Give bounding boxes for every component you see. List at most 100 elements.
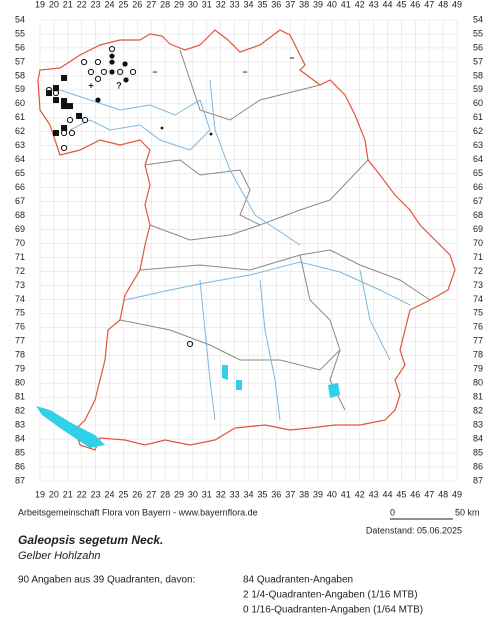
row-label: 57 [15, 56, 25, 66]
column-label: 49 [452, 0, 462, 9]
column-label: 33 [230, 0, 240, 9]
open-circle [60, 144, 68, 152]
column-label: 34 [243, 489, 253, 499]
row-label: 54 [473, 14, 483, 24]
row-label: 61 [15, 112, 25, 122]
column-label: 33 [230, 489, 240, 499]
row-label: 63 [15, 140, 25, 150]
rivers [59, 79, 411, 421]
column-label: 47 [424, 0, 434, 9]
column-label: 31 [202, 489, 212, 499]
species: Galeopsis segetum Neck. [18, 533, 163, 547]
column-label: 42 [355, 0, 365, 9]
district-border [144, 159, 369, 226]
column-label: 39 [313, 489, 323, 499]
filled-circle [123, 77, 129, 83]
river [259, 279, 281, 421]
row-label: 74 [473, 294, 483, 304]
column-label: 19 [35, 0, 45, 9]
column-label: 24 [104, 0, 114, 9]
grid [39, 19, 458, 482]
open-circle [94, 75, 102, 83]
column-label: 46 [410, 489, 420, 499]
column-label: 41 [341, 0, 351, 9]
row-label: 84 [473, 433, 483, 443]
lake [328, 383, 340, 398]
row-label: 75 [473, 308, 483, 318]
row-label: 59 [473, 84, 483, 94]
column-label: 25 [118, 489, 128, 499]
column-label: 29 [174, 0, 184, 9]
column-label: 21 [63, 0, 73, 9]
detail: 2 1/4-Quadranten-Angaben (1/16 MTB) [243, 590, 418, 601]
column-label: 23 [91, 0, 101, 9]
row-label: 58 [15, 70, 25, 80]
row-label: 68 [15, 210, 25, 220]
district-border [179, 49, 321, 121]
filled-square [61, 124, 68, 131]
filled-square [61, 103, 68, 110]
record-symbol: – [289, 52, 294, 62]
row-label: 69 [15, 224, 25, 234]
row-label: 80 [473, 378, 483, 388]
column-label: 43 [369, 489, 379, 499]
row-label: 80 [15, 378, 25, 388]
column-label: 38 [299, 0, 309, 9]
small-dot [209, 132, 213, 136]
row-label: 63 [473, 140, 483, 150]
row-label: 64 [15, 154, 25, 164]
lake [236, 380, 242, 390]
filled-square [52, 85, 59, 92]
river [209, 79, 301, 246]
column-label: 30 [188, 489, 198, 499]
row-label: 55 [15, 28, 25, 38]
column-label: 35 [257, 489, 267, 499]
common-name: Gelber Hohlzahn [18, 550, 101, 562]
row-label: 73 [15, 280, 25, 290]
lakes [36, 365, 340, 448]
open-circle [68, 129, 76, 137]
row-label: 56 [473, 42, 483, 52]
small-dot [160, 126, 164, 130]
row-label: 76 [473, 322, 483, 332]
column-label: 39 [313, 0, 323, 9]
column-label: 19 [35, 489, 45, 499]
column-label: 20 [49, 489, 59, 499]
row-label: 67 [15, 196, 25, 206]
open-circle [129, 68, 137, 76]
open-circle [66, 116, 74, 124]
row-label: 83 [473, 419, 483, 429]
column-label: 43 [369, 0, 379, 9]
column-label: 44 [382, 0, 392, 9]
filled-square [46, 90, 53, 97]
column-label: 21 [63, 489, 73, 499]
column-label: 36 [271, 0, 281, 9]
scale-end: 50 km [455, 507, 480, 517]
river [199, 279, 216, 421]
row-label: 86 [473, 461, 483, 471]
row-label: 57 [473, 56, 483, 66]
row-label: 65 [15, 168, 25, 178]
open-circle [94, 58, 102, 66]
row-label: 54 [15, 14, 25, 24]
row-label: 66 [473, 182, 483, 192]
district-border [119, 319, 341, 371]
row-label: 71 [473, 252, 483, 262]
column-label: 22 [77, 489, 87, 499]
row-label: 74 [15, 294, 25, 304]
filled-square [61, 74, 68, 81]
row-label: 79 [15, 364, 25, 374]
open-circle [52, 89, 60, 97]
column-label: 31 [202, 0, 212, 9]
open-circle [100, 68, 108, 76]
row-label: 87 [473, 475, 483, 485]
open-circle [80, 58, 88, 66]
column-label: 45 [396, 489, 406, 499]
credit: Arbeitsgemeinschaft Flora von Bayern - w… [18, 507, 258, 517]
column-label: 24 [104, 489, 114, 499]
row-label: 72 [473, 266, 483, 276]
row-label: 82 [473, 406, 483, 416]
row-label: 70 [15, 238, 25, 248]
row-label: 66 [15, 182, 25, 192]
lake [36, 406, 105, 448]
